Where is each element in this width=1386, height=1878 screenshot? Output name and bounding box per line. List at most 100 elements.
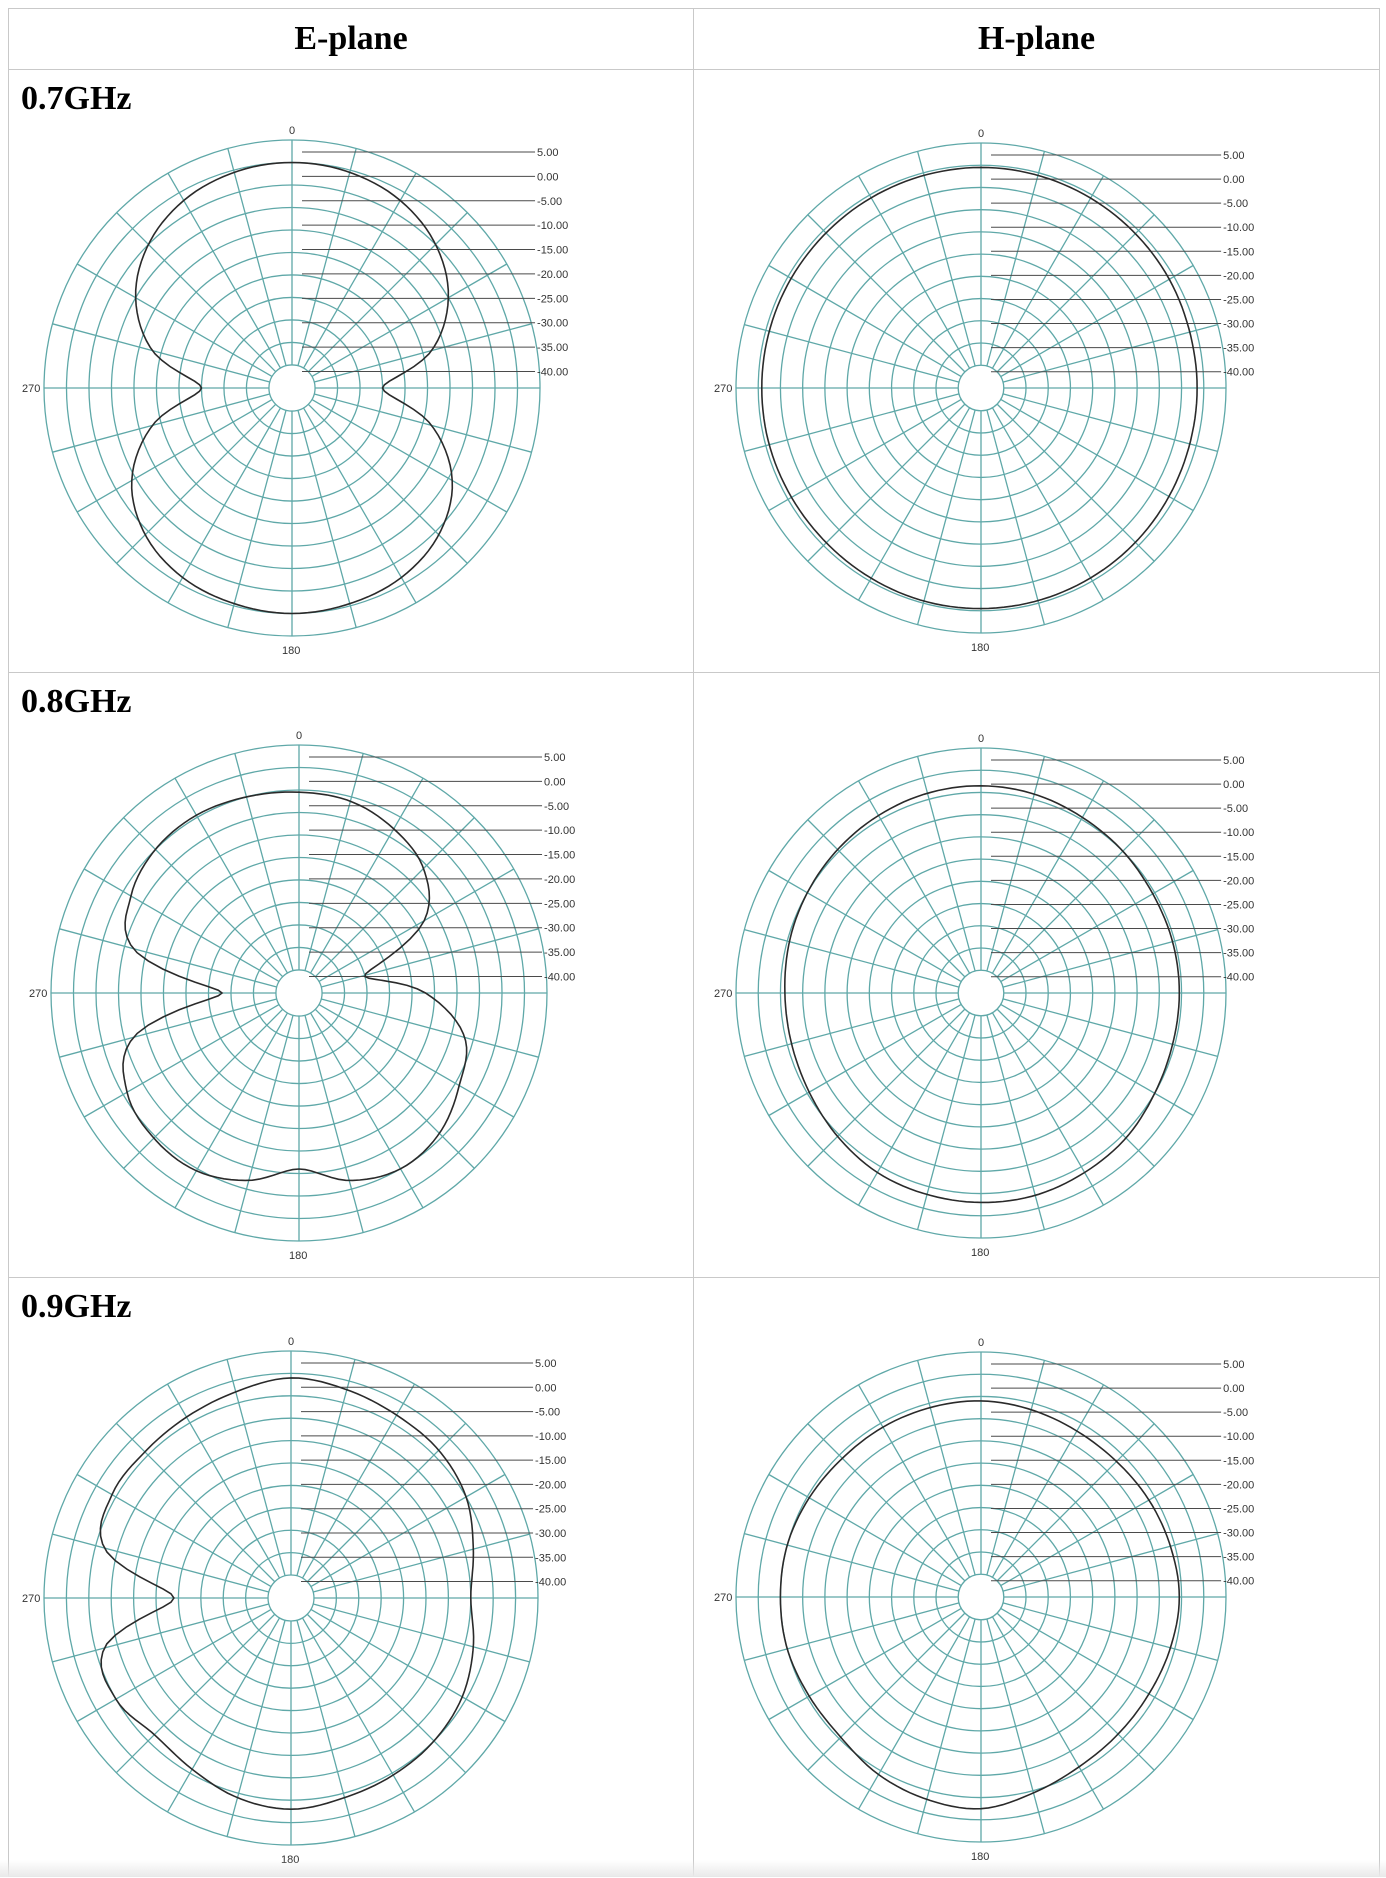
polar-spoke <box>314 323 532 383</box>
polar-chart-0.8ghz-h-plane: 5.00 0.00 -5.00 -10.00 -15.00 -20.00 -25.00 -30… <box>714 733 1254 1259</box>
polar-spoke <box>768 869 962 983</box>
polar-spoke <box>76 398 273 513</box>
radial-tick-label: -30.00 <box>537 318 568 330</box>
polar-spoke <box>996 1612 1155 1771</box>
radiation-pattern-trace <box>130 161 454 615</box>
radial-tick-label: -10.00 <box>1223 1431 1254 1443</box>
polar-spoke <box>311 263 508 378</box>
radial-tick-label: 5.00 <box>544 752 565 764</box>
polar-spoke <box>807 403 966 562</box>
polar-spoke <box>996 403 1155 562</box>
radial-tick-label: -15.00 <box>1223 246 1254 258</box>
radial-tick-label: -20.00 <box>1223 270 1254 282</box>
polar-chart-0.9ghz-e-plane: 5.00 0.00 -5.00 -10.00 -15.00 -20.00 -25.00 -30… <box>22 1336 566 1866</box>
polar-spoke <box>116 212 277 373</box>
polar-chart-0.9ghz-h-plane: 5.00 0.00 -5.00 -10.00 -15.00 -20.00 -25.00 -30… <box>714 1337 1254 1863</box>
radial-tick-label: -20.00 <box>535 1479 566 1491</box>
polar-spoke <box>768 1473 962 1587</box>
polar-spoke <box>76 1608 272 1723</box>
radial-tick-label: -5.00 <box>535 1407 560 1419</box>
angle-label-0: 0 <box>288 1336 294 1348</box>
radiation-pattern-trace <box>779 1400 1181 1810</box>
radial-tick-label: -10.00 <box>535 1431 566 1443</box>
radial-tick-label: -15.00 <box>1223 1455 1254 1467</box>
polar-spoke <box>1000 869 1194 983</box>
radial-tick-label: -15.00 <box>537 245 568 257</box>
polar-spoke <box>986 1360 1046 1576</box>
polar-spoke <box>52 323 270 383</box>
polar-spoke <box>744 998 960 1058</box>
polar-spoke <box>807 1423 966 1582</box>
polar-spoke <box>996 1423 1155 1582</box>
polar-spoke <box>807 214 966 373</box>
polar-spoke <box>1002 393 1218 453</box>
radial-tick-label: -35.00 <box>1223 948 1254 960</box>
radial-tick-label: -30.00 <box>1223 924 1254 936</box>
polar-chart-0.8ghz-e-plane: 5.00 0.00 -5.00 -10.00 -15.00 -20.00 -25.00 -30… <box>29 730 575 1262</box>
polar-spoke <box>309 1012 424 1209</box>
polar-spoke <box>227 410 287 628</box>
radial-tick-label: -5.00 <box>537 196 562 208</box>
polar-spoke <box>174 1012 289 1209</box>
radial-tick-label: -30.00 <box>544 923 575 935</box>
polar-spoke <box>991 175 1105 369</box>
radial-tick-label: -30.00 <box>1223 319 1254 331</box>
polar-spoke <box>991 1012 1105 1206</box>
radial-tick-label: -25.00 <box>537 293 568 305</box>
polar-spoke <box>301 1617 416 1813</box>
radial-tick-label: -20.00 <box>544 874 575 886</box>
polar-spoke <box>1000 264 1194 378</box>
angle-label-0: 0 <box>289 125 295 137</box>
polar-spoke <box>991 407 1105 601</box>
polar-spoke <box>314 817 475 978</box>
polar-spoke <box>321 998 539 1058</box>
polar-spoke <box>768 398 962 512</box>
angle-label-0: 0 <box>978 733 984 745</box>
angle-label-0: 0 <box>296 730 302 742</box>
polar-spoke <box>167 407 282 604</box>
polar-spoke <box>996 819 1155 978</box>
polar-spoke <box>310 1608 506 1723</box>
angle-label-0: 0 <box>978 128 984 140</box>
polar-spoke <box>52 1533 269 1593</box>
polar-spoke <box>166 1617 281 1813</box>
radial-tick-label: 0.00 <box>535 1382 556 1394</box>
polar-spoke <box>1000 398 1194 512</box>
polar-spoke <box>311 398 508 513</box>
polar-spoke <box>304 753 364 971</box>
polar-spoke <box>226 1359 286 1576</box>
polar-spoke <box>1002 928 1218 988</box>
cell-0.7ghz-e-plane: 0.7GHz 5.00 0.00 -5.00 -10.00 -15.00 -20.00 -2… <box>8 69 694 673</box>
cell-0.8ghz-e-plane: 0.8GHz 5.00 0.00 -5.00 -10.00 -15.00 -20.00 -2… <box>8 672 694 1278</box>
radial-tick-label: 0.00 <box>1223 779 1244 791</box>
column-header-e-plane: E-plane <box>8 8 694 70</box>
polar-spoke <box>307 212 468 373</box>
radial-tick-label: 0.00 <box>1223 174 1244 186</box>
polar-spoke <box>307 403 468 564</box>
radial-tick-label: -30.00 <box>535 1528 566 1540</box>
polar-spoke <box>302 407 417 604</box>
polar-spoke <box>310 1473 506 1588</box>
polar-spoke <box>1000 1473 1194 1587</box>
radial-tick-label: -20.00 <box>537 269 568 281</box>
radial-tick-label: -25.00 <box>535 1504 566 1516</box>
radial-tick-label: -35.00 <box>535 1552 566 1564</box>
polar-spoke <box>166 1383 281 1579</box>
polar-spoke <box>234 753 294 971</box>
polar-spoke <box>76 1473 272 1588</box>
radial-tick-label: -25.00 <box>544 898 575 910</box>
angle-label-270: 270 <box>714 383 732 395</box>
polar-spoke <box>52 393 270 453</box>
polar-spoke <box>234 1015 294 1233</box>
polar-spoke <box>1002 1602 1218 1662</box>
polar-spoke <box>1000 1003 1194 1117</box>
polar-spoke <box>916 409 976 625</box>
radial-tick-label: 5.00 <box>1223 755 1244 767</box>
polar-spoke <box>59 928 277 988</box>
radiation-pattern-trace <box>122 791 468 1182</box>
polar-spoke <box>807 819 966 978</box>
radial-tick-label: -25.00 <box>1223 899 1254 911</box>
radial-tick-label: 0.00 <box>1223 1383 1244 1395</box>
polar-spoke <box>857 1384 971 1578</box>
polar-spoke <box>318 1003 515 1118</box>
